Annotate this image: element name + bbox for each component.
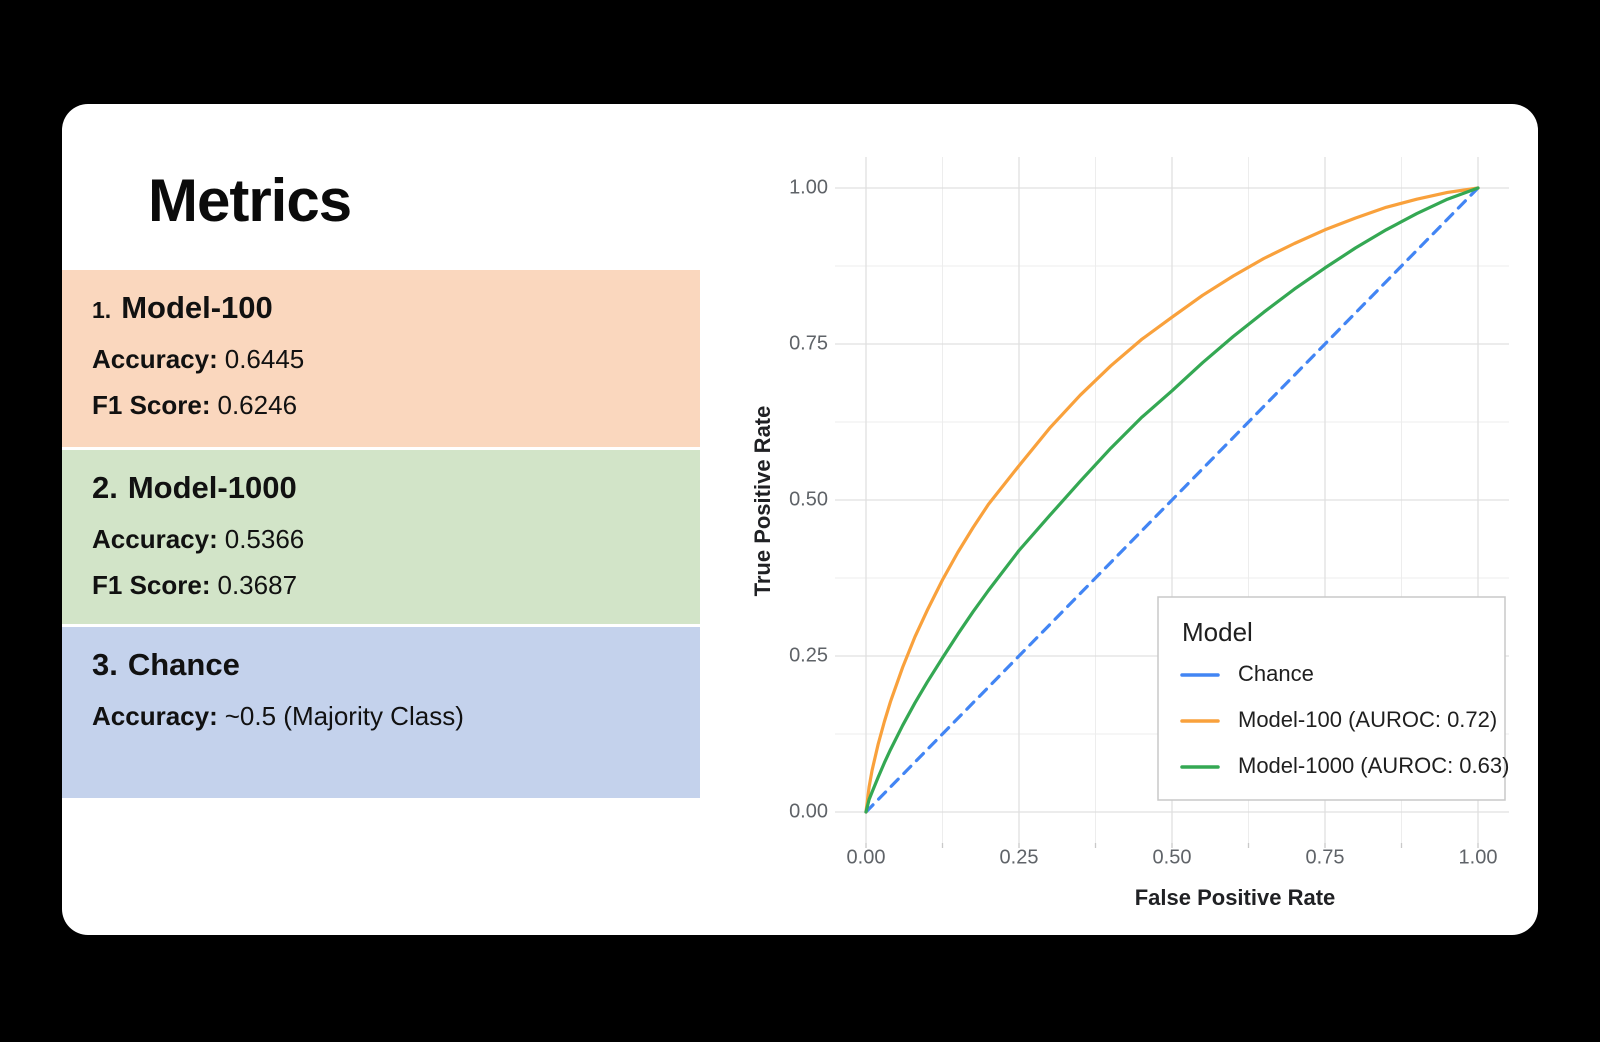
metric-line: F1 Score: 0.6246 (92, 389, 670, 423)
curve-model-1000-auroc-0-63 (864, 186, 1480, 814)
legend-label-model-100-auroc-0-72: Model-100 (AUROC: 0.72) (1238, 707, 1497, 732)
page-title: Metrics (148, 167, 352, 234)
metric-name: Model-1000 (127, 470, 297, 505)
metric-name: Chance (127, 647, 240, 682)
metrics-card: Metrics 1. Model-100 Accuracy: 0.6445 F1 S… (62, 104, 1538, 935)
curve-model-100-auroc-0-72 (864, 186, 1480, 814)
x-tick-label: 0.00 (847, 846, 886, 868)
metric-card-model-100: 1. Model-100 Accuracy: 0.6445 F1 Score: 0.6… (62, 270, 700, 447)
metric-line: F1 Score: 0.3687 (92, 569, 670, 603)
legend-title: Model (1182, 617, 1253, 647)
y-axis-title: True Positive Rate (750, 406, 775, 597)
y-tick-label: 0.75 (789, 332, 828, 354)
metric-card-chance: 3. Chance Accuracy: ~0.5 (Majority Class) (62, 627, 700, 798)
metric-heading: 1. Model-100 (92, 290, 670, 326)
metric-name: Model-100 (121, 290, 273, 325)
metric-line: Accuracy: 0.5366 (92, 523, 670, 557)
metric-number: 2. (92, 470, 118, 505)
roc-chart: 0.00 0.25 0.50 0.75 1.00 0.00 0.25 0.50 0.75 1.00… (750, 157, 1509, 910)
metric-value: 0.6246 (217, 390, 298, 421)
y-tick-label: 0.00 (789, 800, 828, 822)
metric-card-model-1000: 2. Model-1000 Accuracy: 0.5366 F1 Score: 0.… (62, 450, 700, 624)
x-tick-label: 1.00 (1459, 846, 1498, 868)
metric-blocks: 1. Model-100 Accuracy: 0.6445 F1 Score: 0.6… (62, 270, 700, 801)
metric-value: 0.3687 (217, 570, 298, 601)
metric-label: Accuracy: (92, 343, 218, 374)
x-tick-label: 0.75 (1306, 846, 1345, 868)
metric-line: Accuracy: ~0.5 (Majority Class) (92, 700, 670, 734)
metric-number: 3. (92, 647, 118, 682)
curve-chance (864, 186, 1480, 814)
legend-label-model-1000-auroc-0-63: Model-1000 (AUROC: 0.63) (1238, 753, 1509, 778)
x-axis-title: False Positive Rate (1135, 885, 1336, 910)
legend-label-chance: Chance (1238, 661, 1314, 686)
x-tick-label: 0.25 (1000, 846, 1039, 868)
metric-value: ~0.5 (Majority Class) (224, 700, 464, 731)
metric-value: 0.6445 (224, 343, 305, 374)
metric-label: F1 Score: (92, 390, 211, 421)
metric-number: 1. (92, 297, 112, 323)
y-tick-label: 0.50 (789, 488, 828, 510)
metric-heading: 3. Chance (92, 647, 670, 683)
metric-heading: 2. Model-1000 (92, 470, 670, 506)
y-tick-label: 0.25 (789, 644, 828, 666)
metric-label: Accuracy: (92, 523, 218, 554)
y-tick-label: 1.00 (789, 176, 828, 198)
metric-value: 0.5366 (224, 523, 305, 554)
metric-line: Accuracy: 0.6445 (92, 343, 670, 377)
x-tick-label: 0.50 (1153, 846, 1192, 868)
metric-label: F1 Score: (92, 570, 211, 601)
metric-label: Accuracy: (92, 700, 218, 731)
